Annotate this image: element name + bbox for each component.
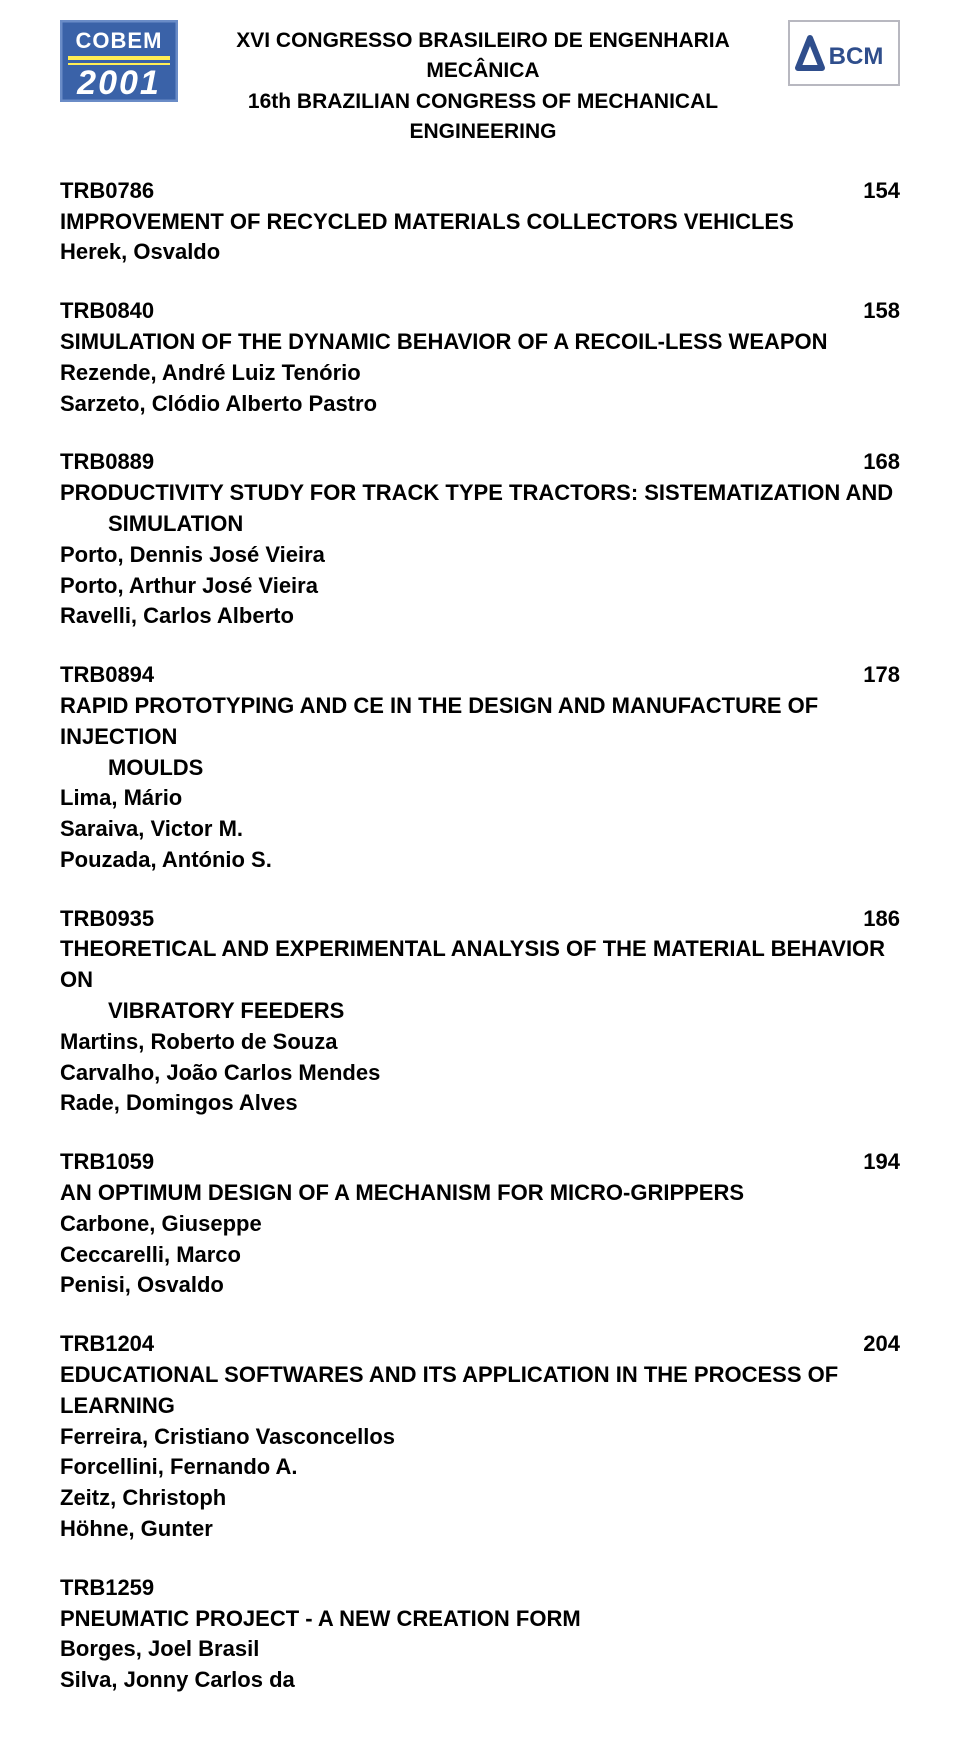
entry-page: 178 xyxy=(863,660,900,691)
entry-author: Höhne, Gunter xyxy=(60,1514,900,1545)
congress-title: XVI CONGRESSO BRASILEIRO DE ENGENHARIA M… xyxy=(196,20,770,148)
toc-entry: TRB1204 204EDUCATIONAL SOFTWARES AND ITS … xyxy=(60,1329,900,1545)
toc-entry: TRB0935 186THEORETICAL AND EXPERIMENTAL A… xyxy=(60,904,900,1120)
entry-title-line: SIMULATION xyxy=(60,509,900,540)
entry-code-row: TRB1259 xyxy=(60,1573,900,1604)
entry-code: TRB0889 xyxy=(60,447,154,478)
toc-entries: TRB0786 154IMPROVEMENT OF RECYCLED MATERI… xyxy=(60,176,900,1696)
toc-entry: TRB0889 168PRODUCTIVITY STUDY FOR TRACK T… xyxy=(60,447,900,632)
entry-code-row: TRB0840 158 xyxy=(60,296,900,327)
entry-author: Saraiva, Victor M. xyxy=(60,814,900,845)
entry-title-line: VIBRATORY FEEDERS xyxy=(60,996,900,1027)
entry-author: Martins, Roberto de Souza xyxy=(60,1027,900,1058)
entry-title-line: IMPROVEMENT OF RECYCLED MATERIALS COLLEC… xyxy=(60,207,900,238)
entry-page: 204 xyxy=(863,1329,900,1360)
entry-author: Ferreira, Cristiano Vasconcellos xyxy=(60,1422,900,1453)
entry-code: TRB0840 xyxy=(60,296,154,327)
entry-author: Forcellini, Fernando A. xyxy=(60,1452,900,1483)
entry-author: Borges, Joel Brasil xyxy=(60,1634,900,1665)
entry-code-row: TRB0889 168 xyxy=(60,447,900,478)
entry-title-line: SIMULATION OF THE DYNAMIC BEHAVIOR OF A … xyxy=(60,327,900,358)
entry-code: TRB0935 xyxy=(60,904,154,935)
entry-title-line: AN OPTIMUM DESIGN OF A MECHANISM FOR MIC… xyxy=(60,1178,900,1209)
congress-title-pt: XVI CONGRESSO BRASILEIRO DE ENGENHARIA M… xyxy=(196,26,770,87)
entry-author: Ravelli, Carlos Alberto xyxy=(60,601,900,632)
svg-text:COBEM: COBEM xyxy=(76,28,163,53)
entry-code: TRB1204 xyxy=(60,1329,154,1360)
entry-page: 186 xyxy=(863,904,900,935)
entry-author: Herek, Osvaldo xyxy=(60,237,900,268)
toc-entry: TRB0894 178RAPID PROTOTYPING AND CE IN TH… xyxy=(60,660,900,876)
entry-page: 168 xyxy=(863,447,900,478)
entry-author: Zeitz, Christoph xyxy=(60,1483,900,1514)
entry-author: Rezende, André Luiz Tenório xyxy=(60,358,900,389)
entry-code: TRB0786 xyxy=(60,176,154,207)
entry-author: Lima, Mário xyxy=(60,783,900,814)
entry-code: TRB1259 xyxy=(60,1573,154,1604)
entry-title-line: PRODUCTIVITY STUDY FOR TRACK TYPE TRACTO… xyxy=(60,478,900,509)
entry-code-row: TRB0894 178 xyxy=(60,660,900,691)
entry-title-line: PNEUMATIC PROJECT - A NEW CREATION FORM xyxy=(60,1604,900,1635)
entry-code: TRB0894 xyxy=(60,660,154,691)
entry-page: 194 xyxy=(863,1147,900,1178)
entry-title-line: RAPID PROTOTYPING AND CE IN THE DESIGN A… xyxy=(60,691,900,753)
entry-title-line: THEORETICAL AND EXPERIMENTAL ANALYSIS OF… xyxy=(60,934,900,996)
entry-title-line: EDUCATIONAL SOFTWARES AND ITS APPLICATIO… xyxy=(60,1360,900,1422)
entry-author: Rade, Domingos Alves xyxy=(60,1088,900,1119)
page-header: COBEM 2001 XVI CONGRESSO BRASILEIRO DE E… xyxy=(60,20,900,148)
toc-entry: TRB0840 158SIMULATION OF THE DYNAMIC BEHA… xyxy=(60,296,900,419)
toc-entry: TRB1059 194AN OPTIMUM DESIGN OF A MECHANI… xyxy=(60,1147,900,1301)
toc-entry: TRB1259PNEUMATIC PROJECT - A NEW CREATIO… xyxy=(60,1573,900,1696)
entry-page: 154 xyxy=(863,176,900,207)
abcm-logo: BCM xyxy=(788,20,900,86)
congress-title-en: 16th BRAZILIAN CONGRESS OF MECHANICAL EN… xyxy=(196,87,770,148)
svg-text:BCM: BCM xyxy=(829,43,884,70)
svg-text:2001: 2001 xyxy=(76,64,161,102)
entry-author: Ceccarelli, Marco xyxy=(60,1240,900,1271)
toc-entry: TRB0786 154IMPROVEMENT OF RECYCLED MATERI… xyxy=(60,176,900,268)
entry-author: Sarzeto, Clódio Alberto Pastro xyxy=(60,389,900,420)
entry-author: Porto, Dennis José Vieira xyxy=(60,540,900,571)
entry-code-row: TRB0786 154 xyxy=(60,176,900,207)
entry-author: Penisi, Osvaldo xyxy=(60,1270,900,1301)
entry-author: Pouzada, António S. xyxy=(60,845,900,876)
entry-author: Carvalho, João Carlos Mendes xyxy=(60,1058,900,1089)
entry-code-row: TRB1059 194 xyxy=(60,1147,900,1178)
entry-code-row: TRB1204 204 xyxy=(60,1329,900,1360)
entry-title-line: MOULDS xyxy=(60,753,900,784)
entry-page: 158 xyxy=(863,296,900,327)
entry-author: Porto, Arthur José Vieira xyxy=(60,571,900,602)
cobem-logo: COBEM 2001 xyxy=(60,20,178,102)
entry-code-row: TRB0935 186 xyxy=(60,904,900,935)
entry-code: TRB1059 xyxy=(60,1147,154,1178)
entry-author: Carbone, Giuseppe xyxy=(60,1209,900,1240)
entry-author: Silva, Jonny Carlos da xyxy=(60,1665,900,1696)
